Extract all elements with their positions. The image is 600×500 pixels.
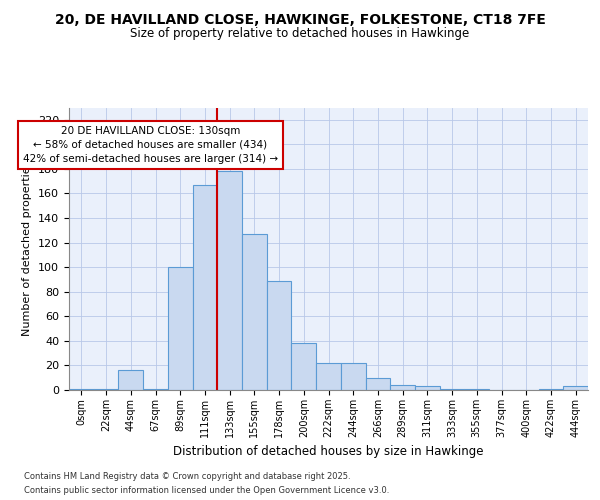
Bar bbox=[539, 389, 563, 390]
Bar bbox=[292, 344, 316, 390]
Text: Contains HM Land Registry data © Crown copyright and database right 2025.: Contains HM Land Registry data © Crown c… bbox=[24, 472, 350, 481]
Text: 20, DE HAVILLAND CLOSE, HAWKINGE, FOLKESTONE, CT18 7FE: 20, DE HAVILLAND CLOSE, HAWKINGE, FOLKES… bbox=[55, 12, 545, 26]
Bar bbox=[341, 363, 365, 390]
Text: 20 DE HAVILLAND CLOSE: 130sqm
← 58% of detached houses are smaller (434)
42% of : 20 DE HAVILLAND CLOSE: 130sqm ← 58% of d… bbox=[23, 126, 278, 164]
Bar bbox=[440, 389, 464, 390]
X-axis label: Distribution of detached houses by size in Hawkinge: Distribution of detached houses by size … bbox=[173, 446, 484, 458]
Bar bbox=[69, 389, 94, 390]
Bar bbox=[242, 234, 267, 390]
Text: Contains public sector information licensed under the Open Government Licence v3: Contains public sector information licen… bbox=[24, 486, 389, 495]
Bar bbox=[193, 185, 217, 390]
Y-axis label: Number of detached properties: Number of detached properties bbox=[22, 161, 32, 336]
Bar bbox=[217, 172, 242, 390]
Bar bbox=[118, 370, 143, 390]
Bar bbox=[365, 378, 390, 390]
Bar bbox=[316, 363, 341, 390]
Bar bbox=[94, 389, 118, 390]
Bar bbox=[563, 386, 588, 390]
Bar bbox=[168, 267, 193, 390]
Bar bbox=[143, 389, 168, 390]
Bar bbox=[267, 280, 292, 390]
Text: Size of property relative to detached houses in Hawkinge: Size of property relative to detached ho… bbox=[130, 28, 470, 40]
Bar bbox=[415, 386, 440, 390]
Bar bbox=[464, 389, 489, 390]
Bar bbox=[390, 385, 415, 390]
